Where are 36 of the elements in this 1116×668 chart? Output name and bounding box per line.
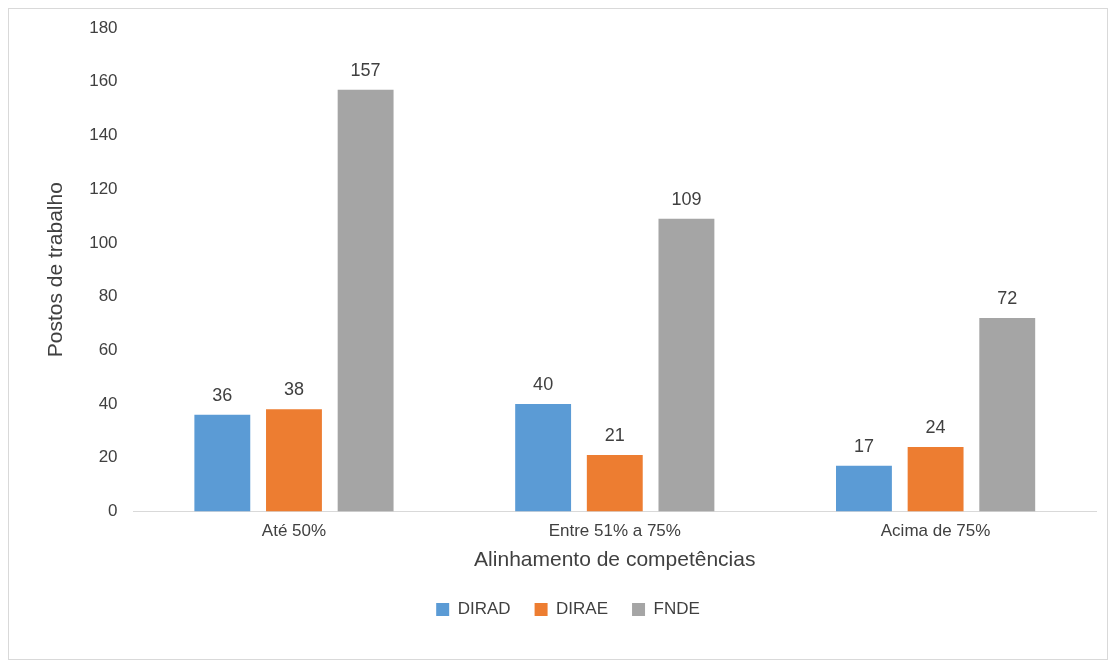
x-tick-label: Entre 51% a 75% bbox=[548, 521, 681, 541]
y-tick-label: 60 bbox=[98, 339, 118, 359]
bar bbox=[979, 318, 1036, 512]
legend-label: DIRAD bbox=[457, 599, 511, 619]
y-axis-title: Postos de trabalho bbox=[43, 182, 67, 358]
bar bbox=[337, 89, 394, 512]
data-label: 21 bbox=[604, 424, 625, 445]
data-label: 36 bbox=[212, 384, 233, 405]
data-label: 40 bbox=[533, 373, 554, 394]
data-label: 157 bbox=[350, 59, 381, 80]
data-label: 109 bbox=[671, 188, 702, 209]
y-tick-label: 40 bbox=[98, 393, 118, 413]
data-label: 38 bbox=[283, 379, 304, 400]
bar bbox=[658, 218, 715, 512]
data-label: 72 bbox=[997, 288, 1018, 309]
y-tick-label: 80 bbox=[98, 286, 118, 306]
y-tick-label: 20 bbox=[98, 447, 118, 467]
x-axis-title: Alinhamento de competências bbox=[474, 547, 756, 571]
x-tick-label: Até 50% bbox=[261, 521, 327, 541]
y-tick-label: 160 bbox=[89, 71, 118, 91]
legend-label: FNDE bbox=[653, 599, 700, 619]
data-label: 17 bbox=[853, 435, 874, 456]
y-tick-label: 100 bbox=[89, 232, 118, 252]
y-tick-label: 140 bbox=[89, 125, 118, 145]
bar bbox=[515, 403, 572, 512]
bar bbox=[266, 409, 322, 512]
bar bbox=[586, 455, 643, 512]
bar bbox=[907, 446, 964, 512]
data-label: 24 bbox=[925, 416, 946, 437]
y-tick-label: 0 bbox=[108, 501, 118, 521]
y-tick-label: 120 bbox=[89, 178, 118, 198]
bar bbox=[836, 465, 892, 512]
x-tick-label: Acima de 75% bbox=[880, 521, 991, 541]
legend-label: DIRAE bbox=[556, 599, 609, 619]
bar bbox=[194, 414, 251, 512]
y-tick-label: 180 bbox=[89, 17, 118, 37]
